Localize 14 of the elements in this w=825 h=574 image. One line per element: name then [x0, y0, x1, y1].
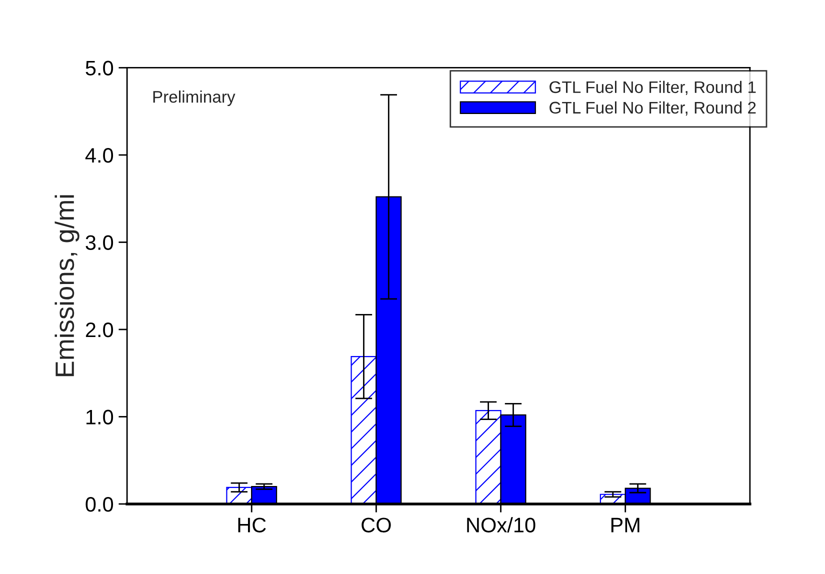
x-tick-label: CO	[362, 518, 391, 532]
annotation: Preliminary	[153, 90, 236, 106]
y-tick-label: 4.0	[85, 148, 114, 163]
legend-label: GTL Fuel No Filter, Round 2	[550, 101, 756, 116]
y-axis-title: Emissions, g/mi	[54, 195, 80, 376]
y-tick-label: 2.0	[86, 322, 114, 338]
x-tick-label: HC	[238, 518, 266, 532]
y-tick-label: 5.0	[86, 60, 114, 76]
y-tick-label: 3.0	[86, 235, 114, 250]
x-tick-label: NOx/10	[467, 517, 536, 532]
legend-label: GTL Fuel No Filter, Round 1	[550, 80, 756, 96]
x-tick-label: PM	[611, 518, 640, 532]
y-tick-label: 1.0	[86, 410, 114, 424]
y-tick-label: 0.0	[86, 496, 114, 512]
